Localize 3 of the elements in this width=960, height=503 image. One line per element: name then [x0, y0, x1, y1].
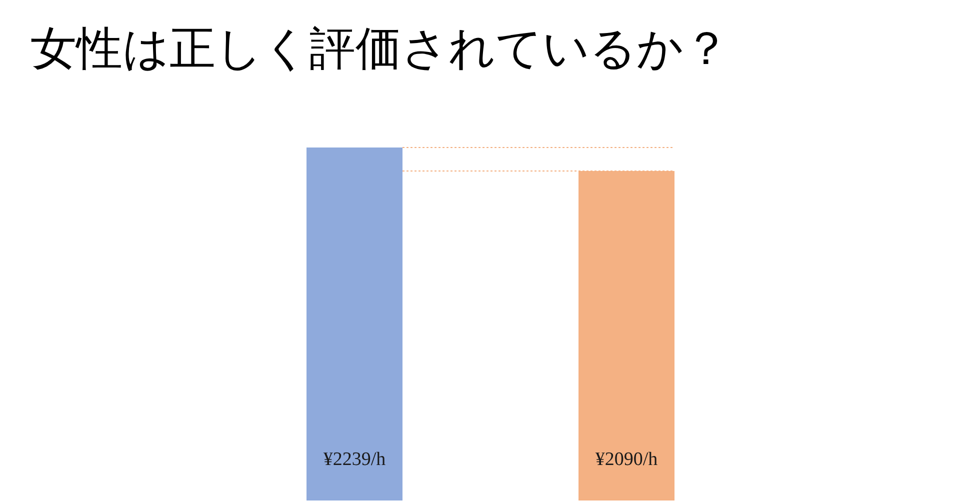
data-label: ¥2239/h [323, 449, 386, 470]
chart-title: 女性は正しく評価されているか？ [30, 23, 730, 74]
data-label: ¥2090/h [595, 449, 658, 470]
